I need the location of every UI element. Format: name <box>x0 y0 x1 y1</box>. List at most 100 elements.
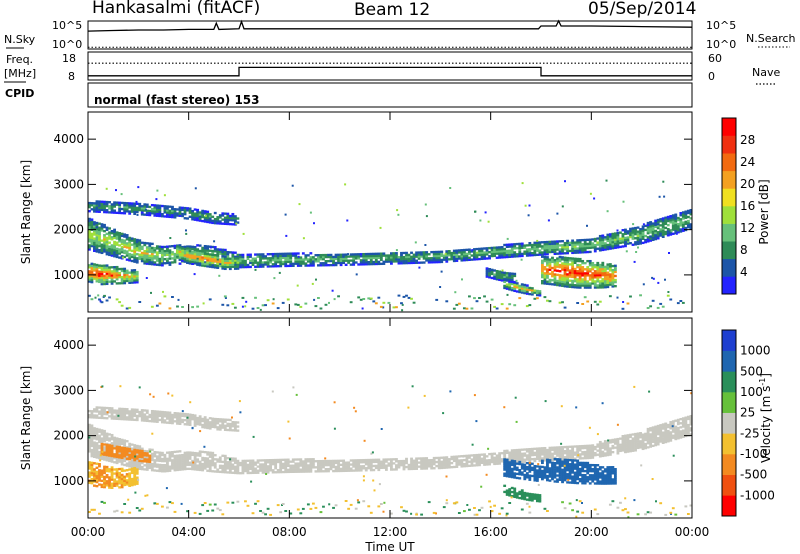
power-cell <box>656 231 660 234</box>
velocity-cell <box>201 417 205 421</box>
power-speckle <box>666 294 670 297</box>
velocity-cell <box>191 467 194 471</box>
velocity-cell <box>176 418 179 421</box>
velocity-cell <box>578 445 582 448</box>
power-cell <box>324 264 328 267</box>
power-cell <box>216 216 220 219</box>
power-cell <box>462 248 466 252</box>
velocity-cell <box>244 459 247 463</box>
velocity-cell <box>470 464 474 467</box>
velocity-cell <box>661 437 665 440</box>
power-cell <box>171 261 174 264</box>
power-cell <box>163 205 167 208</box>
velocity-cell <box>631 445 635 448</box>
power-cell <box>591 278 595 281</box>
power-cell <box>226 222 230 226</box>
velocity-cell <box>624 436 627 439</box>
power-speckle <box>102 296 105 298</box>
velocity-cell <box>319 464 323 467</box>
power-cell <box>364 261 368 264</box>
power-cell <box>115 243 119 246</box>
power-cell <box>684 216 688 219</box>
power-cell <box>659 218 663 221</box>
velocity-cell <box>377 458 381 461</box>
power-cell <box>571 279 575 283</box>
power-cell <box>475 254 479 257</box>
power-cell <box>296 260 300 263</box>
velocity-cell <box>314 466 318 469</box>
power-cell <box>425 257 429 260</box>
velocity-cell <box>171 461 174 464</box>
velocity-cell <box>103 408 106 412</box>
velocity-cell <box>558 452 562 455</box>
velocity-cell <box>120 467 124 470</box>
power-cell <box>613 284 617 288</box>
power-cell <box>171 211 174 215</box>
power-cell <box>100 247 104 250</box>
power-cell <box>105 240 109 244</box>
power-cell <box>530 247 534 251</box>
power-cell <box>228 214 232 218</box>
power-cell <box>294 252 298 255</box>
velocity-cell <box>168 417 172 420</box>
power-cell <box>251 259 255 262</box>
power-cell <box>548 264 552 267</box>
power-cell <box>90 272 94 276</box>
velocity-cell <box>576 455 580 458</box>
power-cell <box>656 218 660 222</box>
velocity-cell <box>329 463 333 467</box>
power-cell <box>223 212 227 215</box>
power-cell <box>608 279 612 282</box>
power-cell <box>113 272 116 275</box>
power-cell <box>231 223 235 226</box>
velocity-cell <box>138 465 142 468</box>
power-cell <box>88 221 91 225</box>
power-cell <box>93 249 96 253</box>
power-cell <box>573 259 577 262</box>
velocity-cell <box>176 456 179 459</box>
velocity-cell <box>455 459 459 462</box>
power-cell <box>166 251 169 254</box>
power-speckle <box>656 306 660 309</box>
power-cell <box>510 251 514 254</box>
power-cell <box>208 255 212 258</box>
power-cell <box>186 249 189 252</box>
velocity-cell <box>241 463 245 467</box>
power-speckle <box>473 297 476 300</box>
velocity-cell <box>621 445 625 448</box>
velocity-cell <box>483 463 486 466</box>
power-cell <box>201 256 205 259</box>
velocity-cell <box>681 423 685 426</box>
velocity-cell <box>311 462 315 465</box>
power-cell <box>639 234 642 237</box>
velocity-cell <box>135 465 139 468</box>
velocity-cell <box>649 445 653 448</box>
power-cell <box>344 257 348 260</box>
velocity-cell <box>266 469 270 472</box>
power-speckle <box>185 229 187 232</box>
velocity-cell <box>498 454 502 457</box>
power-cell <box>125 271 129 274</box>
velocity-cell <box>108 484 111 487</box>
velocity-cell <box>128 478 132 481</box>
power-cell <box>148 260 152 264</box>
power-cell <box>216 256 220 259</box>
velocity-cell <box>231 465 235 468</box>
velocity-cell <box>359 469 363 472</box>
power-cell <box>113 242 116 246</box>
power-cell <box>344 263 348 266</box>
velocity-cell <box>193 460 197 463</box>
velocity-cell <box>188 453 192 456</box>
power-cell <box>158 208 162 212</box>
power-cell <box>168 213 172 217</box>
power-cell <box>93 243 96 246</box>
velocity-cell <box>306 468 310 471</box>
power-cell <box>289 252 293 255</box>
velocity-cell <box>120 469 124 473</box>
power-cell <box>505 243 509 246</box>
velocity-cell <box>145 417 149 420</box>
power-cell <box>488 246 491 250</box>
velocity-cell <box>296 464 300 467</box>
power-cell <box>485 273 489 276</box>
power-cell <box>115 265 119 269</box>
